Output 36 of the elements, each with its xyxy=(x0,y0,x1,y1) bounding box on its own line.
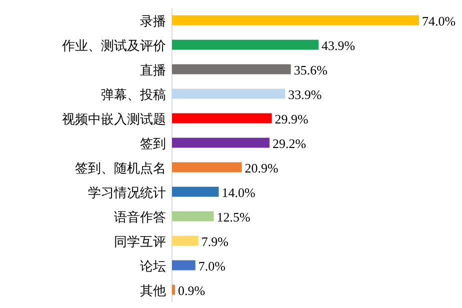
bar xyxy=(172,40,319,50)
data-label: 35.6% xyxy=(294,62,328,78)
data-label: 33.9% xyxy=(288,86,322,102)
data-label: 29.9% xyxy=(274,111,309,126)
y-tick-label: 录播 xyxy=(140,13,166,28)
data-label: 29.2% xyxy=(272,136,306,151)
data-label: 0.9% xyxy=(178,282,206,298)
data-label: 43.9% xyxy=(322,38,356,53)
bar xyxy=(172,113,272,124)
bar xyxy=(172,186,219,197)
y-tick-label: 签到、随机点名 xyxy=(75,160,166,176)
bar xyxy=(172,64,291,74)
bar xyxy=(172,88,286,99)
bar xyxy=(172,284,176,295)
y-tick-label: 弹幕、投稿 xyxy=(101,86,166,102)
y-tick-label: 其他 xyxy=(140,282,166,298)
y-tick-label: 作业、测试及评价 xyxy=(61,38,166,53)
data-label: 7.0% xyxy=(198,258,226,274)
y-tick-label: 直播 xyxy=(140,62,166,78)
y-tick-label: 签到 xyxy=(140,136,166,151)
data-label: 20.9% xyxy=(244,160,279,176)
y-tick-label: 语音作答 xyxy=(114,209,166,224)
y-tick-label: 视频中嵌入测试题 xyxy=(62,111,166,126)
y-tick-label: 学习情况统计 xyxy=(88,184,166,200)
data-label: 7.9% xyxy=(201,234,229,249)
data-label: 74.0% xyxy=(422,13,456,28)
y-tick-label: 同学互评 xyxy=(114,234,166,249)
data-label: 14.0% xyxy=(222,184,256,200)
bar xyxy=(172,236,198,246)
bar xyxy=(172,260,196,270)
bar xyxy=(172,162,242,172)
bar xyxy=(172,138,270,148)
bar xyxy=(172,211,214,222)
data-label: 12.5% xyxy=(216,209,250,224)
y-tick-label: 论坛 xyxy=(140,258,166,274)
bar xyxy=(172,15,419,26)
